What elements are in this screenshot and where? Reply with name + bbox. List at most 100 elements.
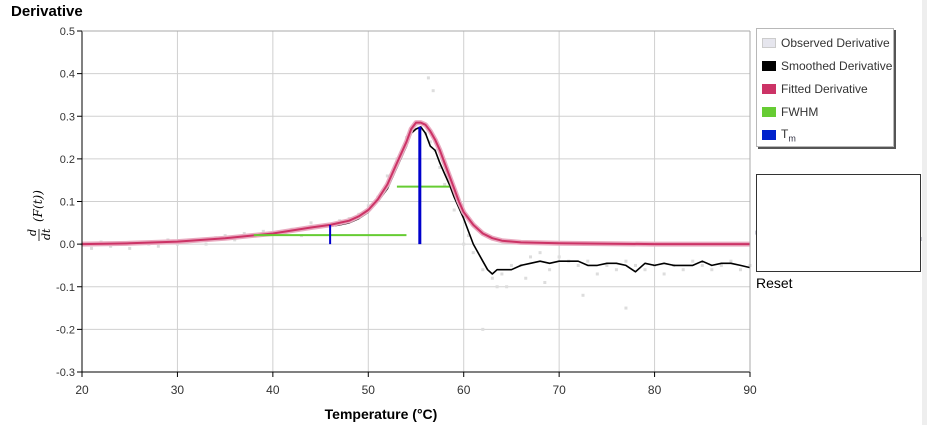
legend-item-fwhm: FWHM — [762, 104, 818, 120]
observed-derivative-point — [128, 246, 132, 250]
observed-derivative-point — [581, 293, 585, 297]
y-tick-label: 0.5 — [60, 26, 75, 38]
observed-derivative-point — [156, 244, 160, 248]
observed-derivative-point — [428, 140, 432, 144]
observed-derivative-point — [729, 259, 733, 263]
page-scrollbar[interactable] — [922, 0, 927, 425]
y-tick-label: -0.1 — [56, 282, 75, 294]
observed-derivative-point — [462, 242, 466, 246]
y-label-function: (F(t)) — [31, 190, 45, 222]
legend-swatch-smoothed — [762, 61, 776, 71]
y-axis-label: d dt (F(t)) — [26, 190, 53, 241]
observed-derivative-point — [700, 263, 704, 267]
observed-derivative-point — [204, 242, 208, 246]
observed-derivative-point — [481, 268, 485, 272]
chart-title: Derivative — [11, 3, 83, 20]
observed-derivative-point — [529, 255, 533, 259]
y-tick-label: -0.2 — [56, 324, 75, 336]
observed-derivative-point — [495, 285, 499, 289]
y-tick-label: 0.0 — [60, 239, 75, 251]
grid — [81, 30, 751, 373]
observed-derivative-point — [624, 259, 628, 263]
x-tick-label: 40 — [266, 383, 280, 397]
observed-derivative-point — [500, 272, 504, 276]
observed-derivative-point — [509, 263, 513, 267]
reset-button[interactable]: Reset — [756, 275, 793, 291]
observed-derivative-point — [438, 165, 442, 169]
legend-item-tm: Tm — [762, 127, 796, 143]
observed-derivative-point — [90, 246, 94, 250]
observed-derivative-point — [633, 263, 637, 267]
y-tick-label: 0.2 — [60, 154, 75, 166]
range-selector[interactable] — [756, 174, 921, 272]
observed-derivative-point — [242, 231, 246, 235]
observed-derivative-point — [719, 263, 723, 267]
observed-derivative-point — [662, 272, 666, 276]
observed-derivative-point — [452, 208, 456, 212]
observed-derivative-point — [109, 244, 113, 248]
observed-derivative-point — [366, 204, 370, 208]
observed-derivative-point — [443, 182, 447, 186]
observed-derivative-point — [426, 76, 430, 80]
x-axis-label: Temperature (°C) — [325, 406, 438, 422]
observed-derivative-point — [309, 221, 313, 225]
legend: Observed Derivative Smoothed Derivative … — [756, 28, 894, 147]
y-tick-label: 0.3 — [60, 111, 75, 123]
observed-derivative-point — [524, 276, 528, 280]
legend-tm-subscript: m — [788, 133, 796, 144]
observed-derivative-point — [261, 229, 265, 233]
axes: 20 30 40 50 60 70 80 90 0.5 0.4 0.3 0.2 0.1 0.0 -0.1 -0… — [56, 26, 757, 397]
legend-swatch-fwhm — [762, 107, 776, 117]
observed-derivative-point — [595, 272, 599, 276]
legend-item-smoothed: Smoothed Derivative — [762, 58, 892, 74]
y-label-d-numerator: d — [26, 229, 39, 236]
observed-derivative-point — [710, 268, 714, 272]
observed-derivative-point — [223, 234, 227, 238]
observed-derivative-point — [481, 327, 485, 331]
observed-derivative-point — [175, 242, 179, 246]
x-tick-label: 50 — [362, 383, 376, 397]
observed-derivative-point — [691, 259, 695, 263]
observed-derivative-point — [431, 89, 435, 93]
observed-derivative-point — [543, 280, 547, 284]
x-tick-label: 70 — [552, 383, 566, 397]
observed-derivative-point — [538, 251, 542, 255]
x-tick-label: 20 — [75, 383, 89, 397]
observed-derivative-point — [385, 174, 389, 178]
y-tick-label: 0.1 — [60, 197, 75, 209]
x-tick-label: 90 — [743, 383, 757, 397]
fitted-derivative-line — [81, 121, 750, 246]
observed-derivative-point — [605, 263, 609, 267]
y-tick-label: -0.3 — [56, 367, 75, 379]
legend-swatch-fitted — [762, 84, 776, 94]
minimap-point — [919, 237, 923, 241]
observed-derivative-point — [624, 306, 628, 310]
legend-item-observed: Observed Derivative — [762, 35, 890, 51]
x-tick-label: 80 — [648, 383, 662, 397]
observed-derivative-point — [505, 285, 509, 289]
smoothed-derivative-line — [82, 126, 751, 275]
legend-swatch-tm — [762, 130, 776, 140]
series-lines — [81, 120, 751, 275]
observed-derivative-point — [614, 268, 618, 272]
observed-derivative-point — [576, 263, 580, 267]
x-tick-label: 60 — [457, 383, 471, 397]
observed-derivative-point — [548, 268, 552, 272]
observed-derivative-point — [643, 268, 647, 272]
observed-derivative-point — [233, 238, 237, 242]
observed-derivative-points — [80, 76, 752, 331]
y-tick-label: 0.4 — [60, 69, 75, 81]
observed-derivative-point — [586, 259, 590, 263]
observed-derivative-point — [738, 268, 742, 272]
fitted-derivative-halo — [81, 120, 750, 247]
legend-swatch-observed — [762, 38, 776, 48]
observed-derivative-point — [471, 251, 475, 255]
legend-tm-label: T — [781, 126, 789, 141]
x-tick-label: 30 — [171, 383, 185, 397]
observed-derivative-point — [490, 276, 494, 280]
y-label-dt-denominator: dt — [40, 228, 53, 240]
legend-item-fitted: Fitted Derivative — [762, 81, 868, 97]
observed-derivative-point — [681, 268, 685, 272]
observed-derivative-point — [466, 234, 470, 238]
observed-derivative-point — [557, 255, 561, 259]
